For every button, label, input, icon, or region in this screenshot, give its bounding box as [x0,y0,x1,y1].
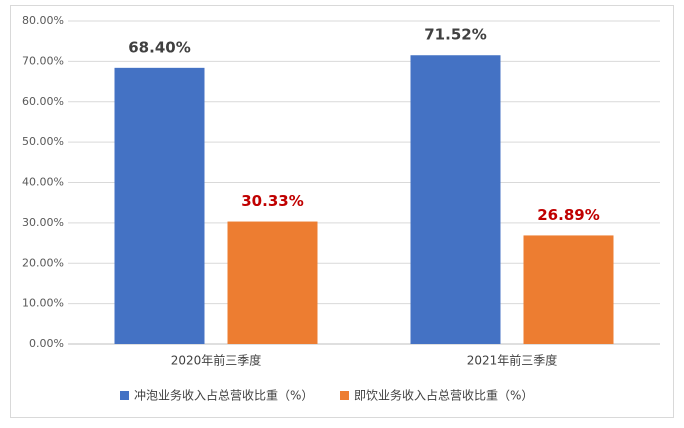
value-label: 68.40% [128,38,190,56]
y-tick-label: 20.00% [22,256,64,269]
y-tick-label: 70.00% [22,54,64,67]
x-tick-label: 2021年前三季度 [467,353,558,368]
bar [410,55,501,344]
y-tick-label: 50.00% [22,135,64,148]
y-tick-label: 30.00% [22,216,64,229]
y-tick-label: 80.00% [22,14,64,27]
bar [114,67,205,345]
bar [523,235,614,344]
legend-swatch [340,391,349,400]
y-tick-label: 40.00% [22,176,64,189]
value-label: 26.89% [537,206,599,224]
value-label: 71.52% [424,26,486,44]
y-tick-label: 60.00% [22,95,64,108]
x-tick-label: 2020年前三季度 [171,353,262,368]
y-tick-label: 0.00% [29,337,64,350]
value-label: 30.33% [241,192,303,210]
legend-swatch [120,391,129,400]
bar [227,221,318,344]
y-tick-label: 10.00% [22,297,64,310]
legend-label: 冲泡业务收入占总营收比重（%） [134,388,313,403]
legend-label: 即饮业务收入占总营收比重（%） [354,388,533,403]
